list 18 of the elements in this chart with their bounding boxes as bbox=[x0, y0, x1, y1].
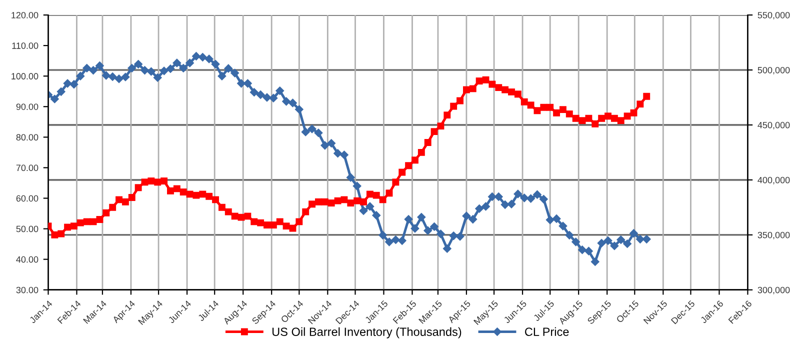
legend-label: CL Price bbox=[525, 327, 569, 336]
y2-tick-label: 500,000 bbox=[758, 66, 790, 74]
y-tick-label: 100.00 bbox=[12, 73, 38, 80]
y-tick-label: 70.00 bbox=[16, 164, 38, 172]
y-tick-label: 50.00 bbox=[16, 226, 38, 232]
y-tick-label: 30.00 bbox=[16, 286, 38, 294]
y-tick-label: 60.00 bbox=[16, 195, 38, 202]
y-tick-label: 110.00 bbox=[12, 42, 38, 49]
y-tick-label: 120.00 bbox=[12, 12, 38, 18]
y2-tick-label: 450,000 bbox=[758, 122, 790, 130]
y2-tick-label: 350,000 bbox=[758, 232, 790, 240]
y2-tick-label: 550,000 bbox=[758, 12, 790, 20]
y2-tick-label: 300,000 bbox=[758, 286, 790, 294]
y-tick-label: 40.00 bbox=[16, 256, 38, 263]
y2-tick-label: 400,000 bbox=[758, 176, 790, 184]
legend-label: US Oil Barrel Inventory (Thousands) bbox=[272, 327, 462, 338]
y-tick-label: 90.00 bbox=[16, 104, 38, 110]
y-tick-label: 80.00 bbox=[16, 134, 38, 141]
